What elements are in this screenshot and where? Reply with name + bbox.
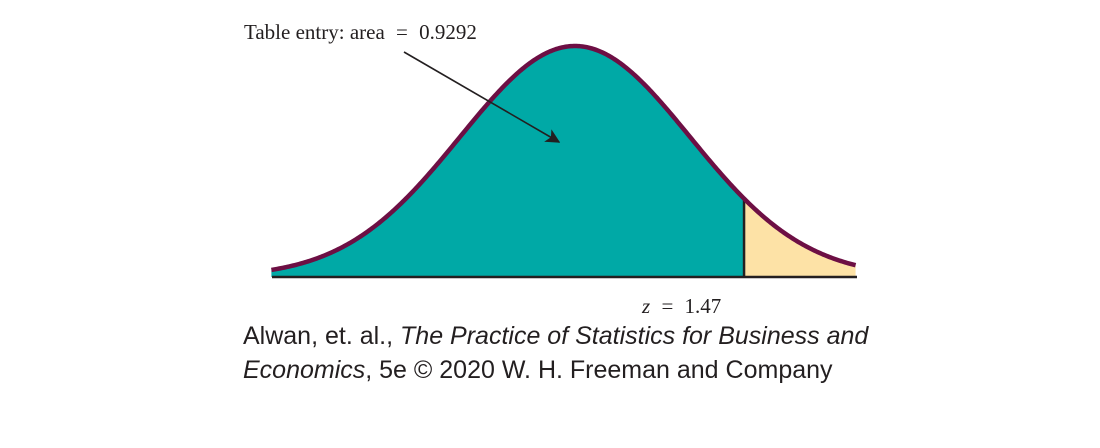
annotation-value: 0.9292: [419, 20, 477, 44]
source-credit: Alwan, et. al., The Practice of Statisti…: [243, 319, 883, 387]
annotation-arrow: [403, 51, 561, 143]
normal-density-curve: [270, 43, 857, 273]
z-value: 1.47: [685, 294, 722, 318]
area-annotation-label: Table entry: area = 0.9292: [244, 20, 477, 44]
z-equals: =: [661, 294, 673, 318]
annotation-equals: =: [396, 20, 408, 44]
credit-authors: Alwan, et. al.,: [243, 322, 401, 350]
right-tail-region: [744, 198, 856, 277]
z-variable: z: [641, 294, 650, 318]
z-value-label: z = 1.47: [641, 294, 721, 318]
left-area-region: [271, 46, 745, 277]
credit-book-title: The Practice of Statistics for Business …: [243, 322, 869, 384]
annotation-prefix: Table entry: area: [244, 20, 385, 44]
credit-edition-publisher: , 5e © 2020 W. H. Freeman and Company: [365, 356, 833, 384]
